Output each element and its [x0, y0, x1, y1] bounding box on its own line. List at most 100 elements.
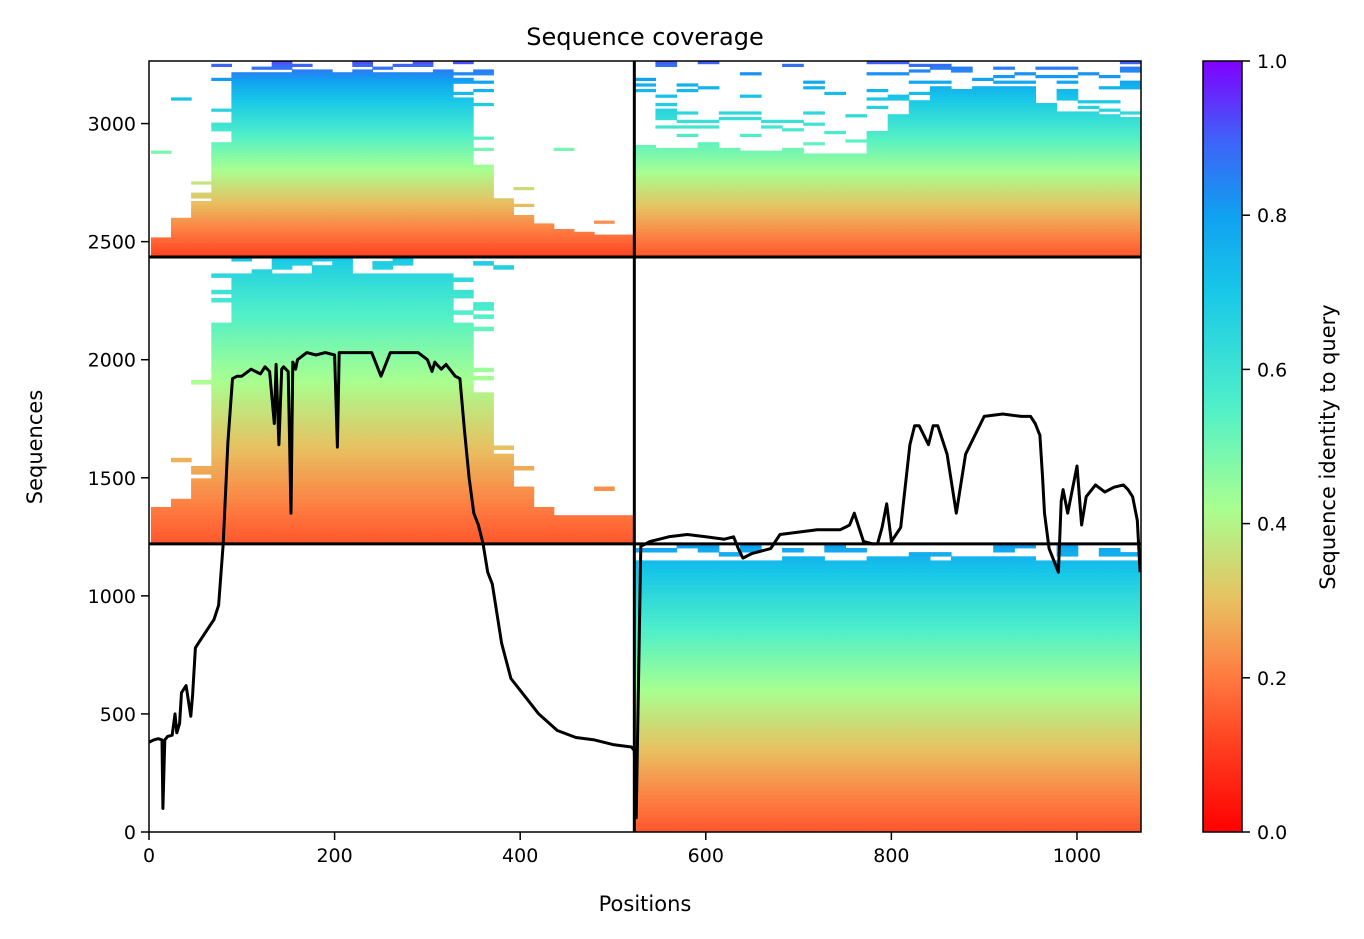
heatmap-cell	[231, 298, 253, 303]
heatmap-cell	[782, 203, 804, 207]
heatmap-cell	[392, 511, 414, 516]
heatmap-cell	[211, 223, 232, 227]
heatmap-cell	[887, 790, 910, 796]
heatmap-cell	[803, 209, 825, 213]
heatmap-cell	[473, 416, 494, 422]
heatmap-cell	[372, 215, 394, 219]
heatmap-cell	[655, 679, 678, 685]
heatmap-cell	[908, 114, 931, 118]
heatmap-cell	[782, 589, 804, 594]
heatmap-cell	[951, 683, 973, 689]
heatmap-cell	[412, 206, 434, 210]
heatmap-cell	[453, 209, 474, 213]
heatmap-cell	[718, 181, 741, 185]
heatmap-cell	[634, 568, 656, 574]
heatmap-cell	[972, 737, 994, 742]
heatmap-cell	[291, 326, 313, 332]
heatmap-cell	[866, 206, 889, 210]
heatmap-cell	[972, 757, 994, 763]
heatmap-cell	[739, 192, 762, 196]
heatmap-cell	[697, 234, 720, 238]
heatmap-cell	[1098, 766, 1121, 771]
heatmap-cell	[929, 223, 952, 227]
heatmap-cell	[887, 209, 910, 213]
heatmap-cell	[412, 153, 434, 157]
heatmap-cell	[352, 363, 373, 369]
heatmap-cell	[908, 195, 931, 199]
heatmap-cell	[993, 716, 1015, 722]
heatmap-cell	[972, 659, 994, 664]
heatmap-cell	[993, 753, 1015, 759]
heatmap-cell	[1077, 766, 1100, 771]
heatmap-cell	[803, 184, 825, 188]
heatmap-cell	[352, 119, 373, 123]
heatmap-cell	[972, 733, 994, 738]
heatmap-cell	[676, 671, 699, 676]
heatmap-cell	[929, 663, 952, 668]
heatmap-cell	[432, 111, 454, 115]
heatmap-cell	[412, 498, 434, 504]
heatmap-cell	[1035, 688, 1058, 693]
heatmap-cell	[634, 589, 656, 594]
heatmap-cell	[412, 404, 434, 410]
heatmap-cell	[392, 502, 414, 508]
heatmap-cell	[1056, 243, 1079, 247]
heatmap-cell	[251, 375, 273, 381]
heatmap-cell	[972, 173, 994, 177]
heatmap-cell	[453, 470, 474, 475]
heatmap-cell	[614, 531, 635, 537]
heatmap-cell	[634, 89, 656, 93]
heatmap-cell	[761, 671, 783, 676]
heatmap-cell	[824, 609, 846, 615]
heatmap-cell	[887, 173, 910, 177]
heatmap-cell	[824, 164, 846, 168]
heatmap-cell	[845, 646, 868, 652]
heatmap-cell	[432, 189, 454, 193]
heatmap-cell	[866, 593, 889, 598]
heatmap-cell	[1056, 170, 1079, 174]
heatmap-cell	[211, 445, 232, 450]
heatmap-cell	[655, 156, 678, 160]
heatmap-cell	[1014, 638, 1036, 644]
heatmap-cell	[1077, 128, 1100, 132]
heatmap-cell	[352, 535, 373, 541]
heatmap-cell	[291, 63, 313, 67]
heatmap-cell	[372, 145, 394, 149]
heatmap-cell	[271, 153, 293, 157]
heatmap-cell	[493, 490, 514, 496]
heatmap-cell	[1056, 231, 1079, 235]
heatmap-cell	[824, 741, 846, 746]
heatmap-cell	[993, 757, 1015, 763]
heatmap-cell	[432, 531, 454, 537]
heatmap-cell	[993, 774, 1015, 779]
heatmap-cell	[929, 725, 952, 730]
heatmap-cell	[271, 170, 293, 174]
heatmap-cell	[951, 245, 973, 249]
heatmap-cell	[231, 223, 253, 227]
heatmap-cell	[473, 164, 494, 168]
heatmap-cell	[1056, 94, 1079, 98]
heatmap-cell	[291, 167, 313, 171]
heatmap-cell	[392, 281, 414, 287]
heatmap-cell	[655, 659, 678, 664]
heatmap-cell	[908, 811, 931, 816]
heatmap-cell	[951, 795, 973, 800]
heatmap-cell	[332, 75, 353, 79]
heatmap-cell	[352, 511, 373, 516]
heatmap-cell	[845, 737, 868, 742]
heatmap-cell	[231, 539, 253, 545]
heatmap-cell	[908, 564, 931, 569]
heatmap-cell	[887, 700, 910, 705]
heatmap-cell	[231, 72, 253, 76]
heatmap-cell	[211, 63, 232, 67]
x-tick-label: 1000	[1053, 845, 1101, 867]
heatmap-cell	[866, 556, 889, 561]
heatmap-cell	[1056, 543, 1079, 549]
heatmap-cell	[291, 310, 313, 315]
heatmap-cell	[676, 212, 699, 216]
heatmap-cell	[908, 226, 931, 230]
heatmap-cell	[634, 145, 656, 149]
heatmap-cell	[453, 139, 474, 143]
heatmap-cell	[887, 729, 910, 734]
heatmap-cell	[332, 159, 353, 163]
